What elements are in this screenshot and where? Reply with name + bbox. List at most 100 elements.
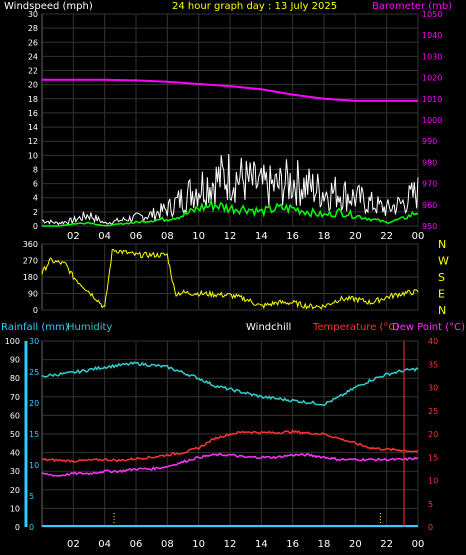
y-tick-label: 25	[29, 368, 39, 377]
y-tick-label: 90	[10, 356, 20, 365]
windchill-label: Windchill	[246, 322, 291, 333]
y-tick-label: 30	[10, 467, 20, 476]
compass-label: W	[438, 255, 449, 268]
y-tick-label: 4	[33, 194, 38, 203]
humidity-line	[41, 361, 419, 407]
x-tick-label: 00	[412, 231, 425, 242]
y-tick-label: 10	[28, 151, 38, 160]
y-tick-label: 40	[10, 449, 20, 458]
y-tick-label: 35	[428, 360, 438, 369]
y-tick-label: 270	[23, 257, 38, 266]
compass-label: E	[438, 288, 445, 301]
y-tick-label: 60	[10, 411, 20, 420]
y-tick-label: 5	[29, 492, 34, 501]
humidity-label: Humidity	[67, 322, 112, 333]
y-tick-label: 30	[29, 337, 39, 346]
y-tick-label: 6	[33, 180, 38, 189]
temperature-humidity-panel: 0 10 20 30 40 50 60 70 80 90 100 0 5 10 15 20 25 30 0 5 10…	[1, 322, 465, 550]
y-tick-label: 16	[28, 109, 38, 118]
x-tick-label: 12	[224, 539, 237, 550]
y-tick-label: 70	[10, 393, 20, 402]
y-tick-label: 8	[33, 165, 38, 174]
x-tick-label: 02	[67, 231, 80, 242]
y-tick-label: 14	[28, 123, 38, 132]
barometer-line	[42, 78, 418, 102]
y-tick-label: 990	[422, 137, 437, 146]
y-tick-label: 20	[428, 430, 438, 439]
wind-direction-line	[41, 248, 419, 310]
dewpoint-line	[41, 452, 419, 477]
x-tick-label: 16	[286, 231, 299, 242]
y-tick-label: 15	[29, 430, 39, 439]
x-tick-label: 14	[255, 231, 268, 242]
y-tick-label: 180	[23, 273, 38, 282]
y-tick-label: 10	[29, 461, 39, 470]
y-tick-label: 18	[28, 95, 38, 104]
y-tick-label: 1010	[422, 95, 442, 104]
y-tick-label: 80	[10, 374, 20, 383]
chart-title: 24 hour graph day : 13 July 2025	[172, 1, 337, 12]
y-tick-label: 970	[422, 180, 437, 189]
y-tick-label: 2	[33, 208, 38, 217]
y-tick-label: 360	[23, 240, 38, 249]
y-tick-label: 26	[28, 38, 38, 47]
y-tick-label: 20	[10, 486, 20, 495]
x-tick-label: 02	[67, 539, 80, 550]
y-tick-label: 22	[28, 67, 38, 76]
windspeed-axis-label: Windspeed (mph)	[4, 1, 93, 12]
y-tick-label: 28	[28, 24, 38, 33]
y-tick-label: 25	[428, 407, 438, 416]
x-tick-label: 06	[130, 231, 143, 242]
y-tick-label: 30	[28, 10, 38, 19]
wind-average-line	[42, 198, 419, 227]
y-tick-label: 1050	[422, 10, 442, 19]
y-tick-label: 0	[33, 306, 38, 315]
temperature-line	[41, 429, 419, 463]
x-tick-label: 10	[192, 539, 205, 550]
x-tick-label: 10	[192, 231, 205, 242]
y-tick-label: 5	[428, 500, 433, 509]
y-tick-label: 960	[422, 201, 437, 210]
x-tick-label: 22	[380, 231, 393, 242]
y-tick-label: 40	[428, 337, 438, 346]
y-tick-label: 15	[428, 453, 438, 462]
y-tick-label: 1000	[422, 116, 442, 125]
y-tick-label: 0	[15, 523, 20, 532]
y-tick-label: 1020	[422, 74, 442, 83]
x-tick-label: 04	[98, 539, 111, 550]
y-tick-label: 90	[28, 290, 38, 299]
y-tick-label: 1040	[422, 31, 442, 40]
x-tick-label: 08	[161, 231, 174, 242]
compass-label: N	[438, 238, 446, 251]
y-tick-label: 1030	[422, 52, 442, 61]
y-tick-label: 24	[28, 52, 38, 61]
x-tick-label: 16	[286, 539, 299, 550]
x-tick-label: 00	[412, 539, 425, 550]
y-tick-label: 20	[28, 81, 38, 90]
rainfall-label: Rainfall (mm)	[1, 322, 69, 333]
y-tick-label: 10	[428, 477, 438, 486]
x-tick-label: 20	[349, 231, 362, 242]
y-tick-label: 0	[29, 523, 34, 532]
y-tick-label: 980	[422, 158, 437, 167]
y-tick-label: 950	[422, 222, 437, 231]
y-tick-label: 0	[428, 523, 433, 532]
compass-label: S	[438, 271, 445, 284]
x-tick-label: 20	[349, 539, 362, 550]
barometer-axis-label: Barometer (mb)	[372, 1, 452, 12]
x-tick-label: 12	[224, 231, 237, 242]
wind-gust-line	[41, 153, 419, 226]
y-tick-label: 30	[428, 384, 438, 393]
y-tick-label: 100	[5, 337, 20, 346]
y-tick-label: 20	[29, 399, 39, 408]
x-tick-label: 14	[255, 539, 268, 550]
x-tick-label: 08	[161, 539, 174, 550]
compass-label: N	[438, 304, 446, 317]
y-tick-label: 50	[10, 430, 20, 439]
x-tick-label: 06	[130, 539, 143, 550]
y-tick-label: 0	[33, 222, 38, 231]
y-tick-label: 10	[10, 504, 20, 513]
x-tick-label: 22	[380, 539, 393, 550]
